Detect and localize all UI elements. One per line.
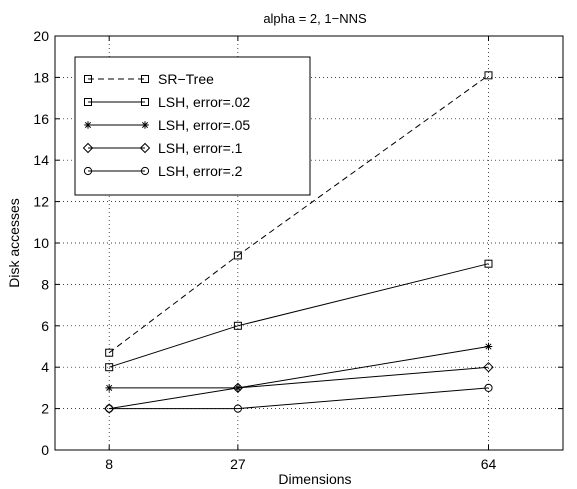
legend-entry: SR−Tree bbox=[84, 71, 214, 87]
star-stroke bbox=[485, 343, 492, 350]
series-line bbox=[109, 263, 489, 368]
square-marker bbox=[484, 259, 493, 268]
y-tick-label: 0 bbox=[41, 442, 49, 458]
circle-marker bbox=[105, 404, 114, 413]
diamond-marker bbox=[483, 361, 494, 373]
legend-label: SR−Tree bbox=[158, 71, 214, 87]
x-tick-label: 64 bbox=[481, 456, 497, 472]
legend-entry: LSH, error=.02 bbox=[84, 94, 250, 110]
y-tick-label: 12 bbox=[33, 194, 49, 210]
square-marker bbox=[484, 71, 493, 80]
star-marker bbox=[141, 121, 149, 129]
star-marker bbox=[484, 342, 493, 351]
axes: 0 2 4 6 8 10 12 14 16 18 20 8 27 64 bbox=[33, 28, 564, 472]
x-tick-label: 8 bbox=[105, 456, 113, 472]
star-stroke bbox=[141, 121, 149, 129]
y-tick-label: 6 bbox=[41, 318, 49, 334]
square-marker bbox=[141, 75, 149, 83]
legend-entry: LSH, error=.05 bbox=[84, 117, 250, 133]
legend-entry: LSH, error=.2 bbox=[83, 163, 243, 179]
legend-box bbox=[74, 56, 311, 196]
x-axis-label: Dimensions bbox=[278, 471, 351, 487]
y-tick-label: 2 bbox=[41, 401, 49, 417]
y-tick-label: 4 bbox=[41, 359, 49, 375]
legend-label: LSH, error=.1 bbox=[158, 140, 243, 156]
square-marker bbox=[141, 98, 149, 106]
series-line bbox=[109, 366, 489, 410]
y-tick-label: 10 bbox=[33, 235, 49, 251]
series-layer bbox=[103, 71, 494, 414]
diamond-marker bbox=[139, 142, 151, 154]
legend: SR−Tree LSH, error=.02 LSH, error=.05 LSH, … bbox=[74, 56, 311, 196]
diamond-marker bbox=[232, 382, 244, 394]
y-tick-label: 16 bbox=[33, 111, 49, 127]
square-marker bbox=[84, 75, 92, 83]
legend-label: LSH, error=.05 bbox=[158, 117, 250, 133]
y-tick-label: 20 bbox=[33, 28, 49, 44]
legend-label: LSH, error=.2 bbox=[158, 163, 243, 179]
star-marker bbox=[105, 384, 113, 392]
diamond-marker bbox=[82, 142, 94, 154]
x-tick-label: 27 bbox=[230, 456, 246, 472]
star-stroke bbox=[84, 121, 92, 129]
y-tick-label: 18 bbox=[33, 69, 49, 85]
star-stroke bbox=[106, 384, 113, 391]
y-tick-label: 8 bbox=[41, 276, 49, 292]
y-axis-label: Disk accesses bbox=[6, 198, 22, 287]
circle-marker bbox=[484, 383, 493, 392]
series-1 bbox=[105, 259, 493, 372]
square-marker bbox=[105, 363, 114, 372]
chart-title: alpha = 2, 1−NNS bbox=[263, 11, 367, 26]
circle-marker bbox=[83, 166, 93, 176]
square-marker bbox=[105, 348, 114, 357]
legend-entry: LSH, error=.1 bbox=[82, 140, 243, 156]
series-line bbox=[109, 387, 489, 410]
square-marker bbox=[84, 98, 92, 106]
plot-frame bbox=[54, 35, 564, 451]
circle-marker bbox=[233, 404, 242, 413]
square-marker bbox=[233, 321, 242, 330]
star-marker bbox=[84, 121, 92, 129]
legend-label: LSH, error=.02 bbox=[158, 94, 250, 110]
series-4 bbox=[105, 383, 493, 413]
series-0 bbox=[105, 71, 493, 357]
circle-marker bbox=[140, 166, 150, 176]
y-tick-label: 14 bbox=[33, 152, 49, 168]
square-marker bbox=[233, 251, 242, 260]
series-line bbox=[108, 74, 489, 354]
